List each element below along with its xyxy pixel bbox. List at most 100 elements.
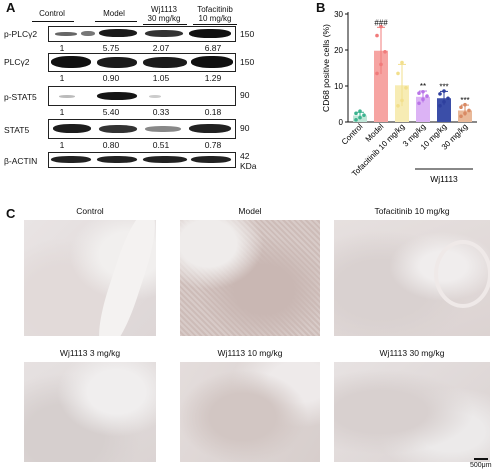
x-tick-label: Control (340, 122, 365, 147)
data-point (379, 62, 383, 67)
data-point (459, 105, 463, 110)
bar (458, 110, 472, 122)
lane-underline (193, 24, 237, 25)
data-point (438, 92, 442, 96)
kda-p-plcg2: 150 (240, 29, 255, 39)
significance-label: *** (460, 96, 469, 105)
data-point (358, 115, 362, 120)
data-point (421, 89, 425, 94)
significance-label: ### (374, 18, 388, 27)
blot-label-stat5: STAT5 (4, 125, 30, 135)
quant-value: 1 (59, 107, 65, 117)
y-axis-label: CD68 positive cells (%) (321, 24, 331, 112)
quant-value: 5.75 (102, 43, 120, 53)
histology-image-tofacitinib (334, 220, 490, 336)
histo-title-wj1113-30: Wj1113 30 mg/kg (379, 348, 445, 358)
significance-label: *** (439, 82, 448, 91)
data-point (463, 102, 467, 107)
quant-value: 0.18 (204, 107, 222, 117)
quant-value: 0.51 (152, 140, 170, 150)
data-point (358, 109, 362, 113)
data-point (463, 111, 467, 116)
data-point (459, 114, 463, 119)
histo-title-control: Control (76, 206, 104, 216)
data-point (425, 94, 429, 98)
data-point (446, 96, 450, 101)
blot-label-b-actin: β-ACTIN (4, 156, 38, 166)
data-point (375, 71, 379, 76)
histology-image-control (24, 220, 156, 336)
data-point (442, 89, 446, 93)
group-label: Wj1113 (430, 174, 458, 184)
y-tick-label: 10 (334, 82, 343, 91)
quant-value: 1 (59, 43, 65, 53)
quant-value: 0.80 (102, 140, 120, 150)
blot-strip-plcg2 (48, 53, 236, 72)
data-point (362, 113, 366, 117)
data-point (396, 71, 400, 76)
lane-underline (143, 24, 187, 25)
significance-label: ** (420, 82, 426, 91)
histology-image-wj1113-30 (334, 362, 490, 462)
quant-value: 2.07 (152, 43, 170, 53)
data-point (375, 33, 379, 38)
panel-a-letter: A (6, 0, 16, 15)
histo-title-model: Model (238, 206, 262, 216)
histo-title-wj1113-3: Wj1113 3 mg/kg (59, 348, 121, 358)
lane-header-wj1113: Wj1113 30 mg/kg (147, 5, 181, 23)
quant-value: 0.90 (102, 73, 120, 83)
quant-value: 5.40 (102, 107, 120, 117)
kda-plcg2: 150 (240, 57, 255, 67)
data-point (400, 98, 404, 103)
histo-title-wj1113-10: Wj1113 10 mg/kg (217, 348, 283, 358)
western-blot-panel: Control Model Wj1113 30 mg/kg Tofacitini… (0, 0, 300, 178)
y-tick-label: 30 (334, 10, 343, 19)
data-point (467, 108, 471, 113)
data-point (354, 118, 358, 122)
kda-p-stat5: 90 (240, 90, 250, 100)
y-tick-label: 0 (339, 118, 344, 127)
lane-header-tofacitinib: Tofacitinib 10 mg/kg (197, 5, 233, 23)
quant-value: 1.29 (204, 73, 222, 83)
kda-unit: KDa (240, 161, 257, 171)
data-point (417, 91, 421, 95)
blot-strip-stat5 (48, 119, 236, 139)
histology-image-wj1113-10 (180, 362, 320, 462)
data-point (421, 97, 425, 102)
y-tick-label: 20 (334, 46, 343, 55)
histology-image-model (180, 220, 320, 336)
quant-value: 1 (59, 140, 65, 150)
bar (374, 50, 388, 122)
data-point (442, 100, 446, 104)
data-point (354, 111, 358, 116)
data-point (438, 104, 442, 108)
data-point (400, 60, 404, 65)
blot-label-p-stat5: p-STAT5 (4, 92, 37, 102)
quant-value: 1.05 (152, 73, 170, 83)
quant-value: 1 (59, 73, 65, 83)
lane-header-model: Model (103, 9, 125, 18)
data-point (396, 104, 400, 108)
blot-label-plcg2: PLCγ2 (4, 57, 30, 67)
quant-value: 0.33 (152, 107, 170, 117)
lane-underline (32, 21, 74, 22)
lane-underline (95, 21, 137, 22)
panel-b-letter: B (316, 0, 326, 15)
blot-strip-b-actin (48, 152, 236, 168)
blot-label-p-plcg2: p-PLCγ2 (4, 29, 38, 39)
scale-bar-label: 500μm (470, 462, 492, 469)
histo-title-tofacitinib: Tofacitinib 10 mg/kg (374, 206, 450, 216)
panel-c-letter: C (6, 206, 16, 221)
blot-strip-p-plcg2 (48, 26, 236, 42)
kda-b-actin: 42 (240, 151, 250, 161)
histology-panel: Control Model Tofacitinib 10 mg/kg Wj111… (0, 200, 500, 471)
data-point (417, 101, 421, 106)
lane-header-control: Control (39, 9, 65, 18)
data-point (383, 50, 387, 54)
quant-value: 0.78 (204, 140, 222, 150)
histology-image-wj1113-3 (24, 362, 156, 462)
quant-value: 6.87 (204, 43, 222, 53)
data-point (379, 24, 383, 29)
blot-strip-p-stat5 (48, 86, 236, 106)
